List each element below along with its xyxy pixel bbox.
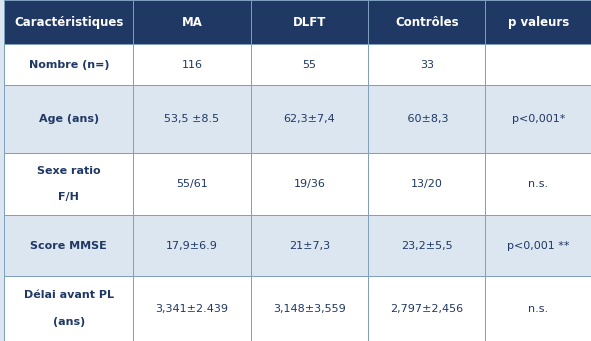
FancyBboxPatch shape xyxy=(251,215,368,276)
Text: Age (ans): Age (ans) xyxy=(39,114,99,124)
FancyBboxPatch shape xyxy=(485,44,591,85)
FancyBboxPatch shape xyxy=(251,153,368,215)
Text: Nombre (n=): Nombre (n=) xyxy=(28,60,109,70)
FancyBboxPatch shape xyxy=(368,276,485,341)
FancyBboxPatch shape xyxy=(368,215,485,276)
FancyBboxPatch shape xyxy=(251,276,368,341)
FancyBboxPatch shape xyxy=(4,153,134,215)
Text: Sexe ratio

F/H: Sexe ratio F/H xyxy=(37,166,100,202)
Text: Caractéristiques: Caractéristiques xyxy=(14,16,124,29)
Text: 3,341±2.439: 3,341±2.439 xyxy=(155,303,229,314)
FancyBboxPatch shape xyxy=(134,44,251,85)
Text: 19/36: 19/36 xyxy=(294,179,325,189)
FancyBboxPatch shape xyxy=(4,85,134,153)
FancyBboxPatch shape xyxy=(485,85,591,153)
FancyBboxPatch shape xyxy=(368,153,485,215)
FancyBboxPatch shape xyxy=(251,44,368,85)
FancyBboxPatch shape xyxy=(4,276,134,341)
Text: 55/61: 55/61 xyxy=(176,179,208,189)
Text: 62,3±7,4: 62,3±7,4 xyxy=(284,114,335,124)
Text: 60±8,3: 60±8,3 xyxy=(404,114,449,124)
Text: Contrôles: Contrôles xyxy=(395,16,459,29)
Text: 116: 116 xyxy=(181,60,203,70)
FancyBboxPatch shape xyxy=(134,153,251,215)
FancyBboxPatch shape xyxy=(368,0,485,44)
Text: p<0,001*: p<0,001* xyxy=(511,114,565,124)
FancyBboxPatch shape xyxy=(4,215,134,276)
Text: 21±7,3: 21±7,3 xyxy=(289,240,330,251)
Text: 55: 55 xyxy=(303,60,316,70)
Text: Score MMSE: Score MMSE xyxy=(31,240,107,251)
FancyBboxPatch shape xyxy=(485,215,591,276)
Text: 17,9±6.9: 17,9±6.9 xyxy=(166,240,218,251)
FancyBboxPatch shape xyxy=(134,215,251,276)
FancyBboxPatch shape xyxy=(134,85,251,153)
FancyBboxPatch shape xyxy=(251,85,368,153)
Text: MA: MA xyxy=(181,16,203,29)
Text: 33: 33 xyxy=(420,60,434,70)
Text: 2,797±2,456: 2,797±2,456 xyxy=(390,303,463,314)
FancyBboxPatch shape xyxy=(368,44,485,85)
Text: 13/20: 13/20 xyxy=(411,179,443,189)
FancyBboxPatch shape xyxy=(134,0,251,44)
Text: 53,5 ±8.5: 53,5 ±8.5 xyxy=(164,114,220,124)
FancyBboxPatch shape xyxy=(485,276,591,341)
Text: DLFT: DLFT xyxy=(293,16,326,29)
Text: n.s.: n.s. xyxy=(528,179,548,189)
Text: p<0,001 **: p<0,001 ** xyxy=(507,240,570,251)
FancyBboxPatch shape xyxy=(134,276,251,341)
FancyBboxPatch shape xyxy=(368,85,485,153)
FancyBboxPatch shape xyxy=(251,0,368,44)
Text: 23,2±5,5: 23,2±5,5 xyxy=(401,240,453,251)
Text: 3,148±3,559: 3,148±3,559 xyxy=(273,303,346,314)
FancyBboxPatch shape xyxy=(485,0,591,44)
FancyBboxPatch shape xyxy=(4,0,134,44)
Text: Délai avant PL

(ans): Délai avant PL (ans) xyxy=(24,291,114,327)
FancyBboxPatch shape xyxy=(485,153,591,215)
FancyBboxPatch shape xyxy=(4,44,134,85)
Text: p valeurs: p valeurs xyxy=(508,16,569,29)
Text: n.s.: n.s. xyxy=(528,303,548,314)
